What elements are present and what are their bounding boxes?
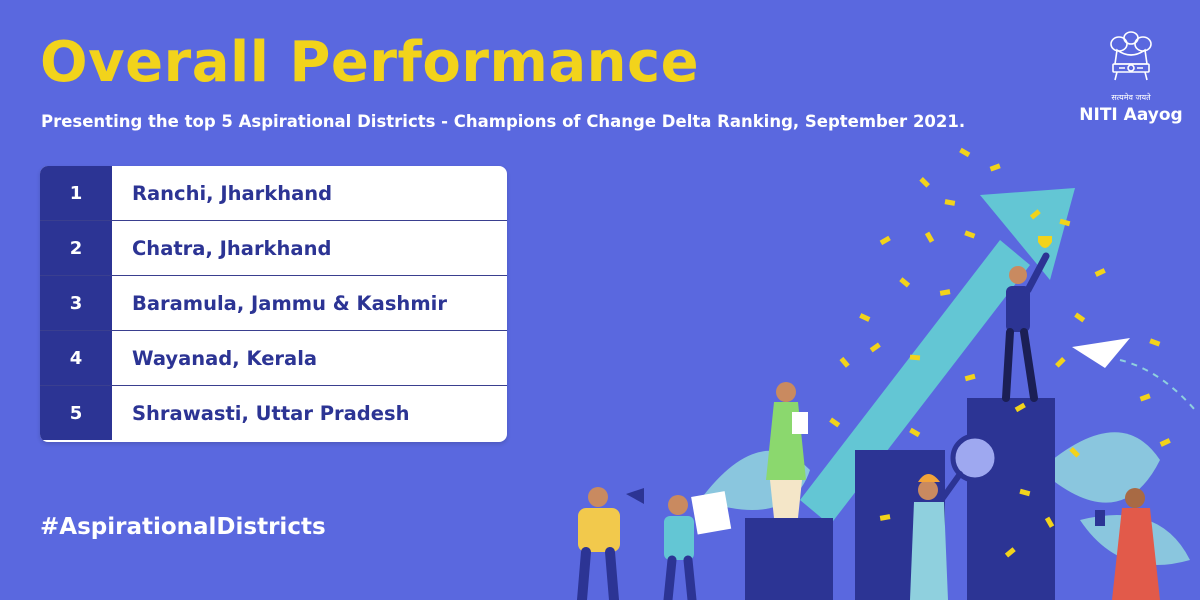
rank-cell: 3 — [40, 276, 112, 330]
hashtag: #AspirationalDistricts — [40, 514, 326, 540]
district-cell: Shrawasti, Uttar Pradesh — [132, 401, 410, 425]
ranking-table: 1 Ranchi, Jharkhand 2 Chatra, Jharkhand … — [40, 166, 507, 442]
paper-plane-icon — [1072, 338, 1130, 368]
ranking-row: 3 Baramula, Jammu & Kashmir — [40, 276, 507, 331]
rank-cell: 5 — [40, 386, 112, 440]
magnifier-icon — [937, 433, 1000, 505]
confetti — [829, 147, 1171, 558]
growth-illustration — [577, 147, 1196, 600]
district-cell: Ranchi, Jharkhand — [132, 181, 333, 205]
person-chart — [663, 491, 732, 600]
ranking-row: 4 Wayanad, Kerala — [40, 331, 507, 386]
ranking-row: 2 Chatra, Jharkhand — [40, 221, 507, 276]
emblem-icon — [1110, 31, 1152, 81]
district-cell: Wayanad, Kerala — [132, 346, 318, 370]
logo-motto: सत्यमेव जयते — [1111, 93, 1151, 102]
person-phone — [1095, 488, 1160, 600]
district-cell: Baramula, Jammu & Kashmir — [132, 291, 447, 315]
person-clipboard — [766, 382, 808, 518]
podium-bars — [745, 398, 1055, 600]
niti-aayog-logo: सत्यमेव जयते NITI Aayog — [1076, 28, 1186, 125]
ranking-row: 5 Shrawasti, Uttar Pradesh — [40, 386, 507, 440]
person-trophy — [1002, 236, 1052, 402]
person-megaphone — [577, 487, 644, 600]
page-subtitle: Presenting the top 5 Aspirational Distri… — [41, 112, 966, 131]
district-cell: Chatra, Jharkhand — [132, 236, 332, 260]
rank-cell: 1 — [40, 166, 112, 220]
rank-cell: 2 — [40, 221, 112, 275]
logo-org-name: NITI Aayog — [1079, 105, 1183, 125]
person-turban — [910, 474, 948, 600]
rank-cell: 4 — [40, 331, 112, 385]
page-title: Overall Performance — [40, 30, 700, 95]
ranking-row: 1 Ranchi, Jharkhand — [40, 166, 507, 221]
